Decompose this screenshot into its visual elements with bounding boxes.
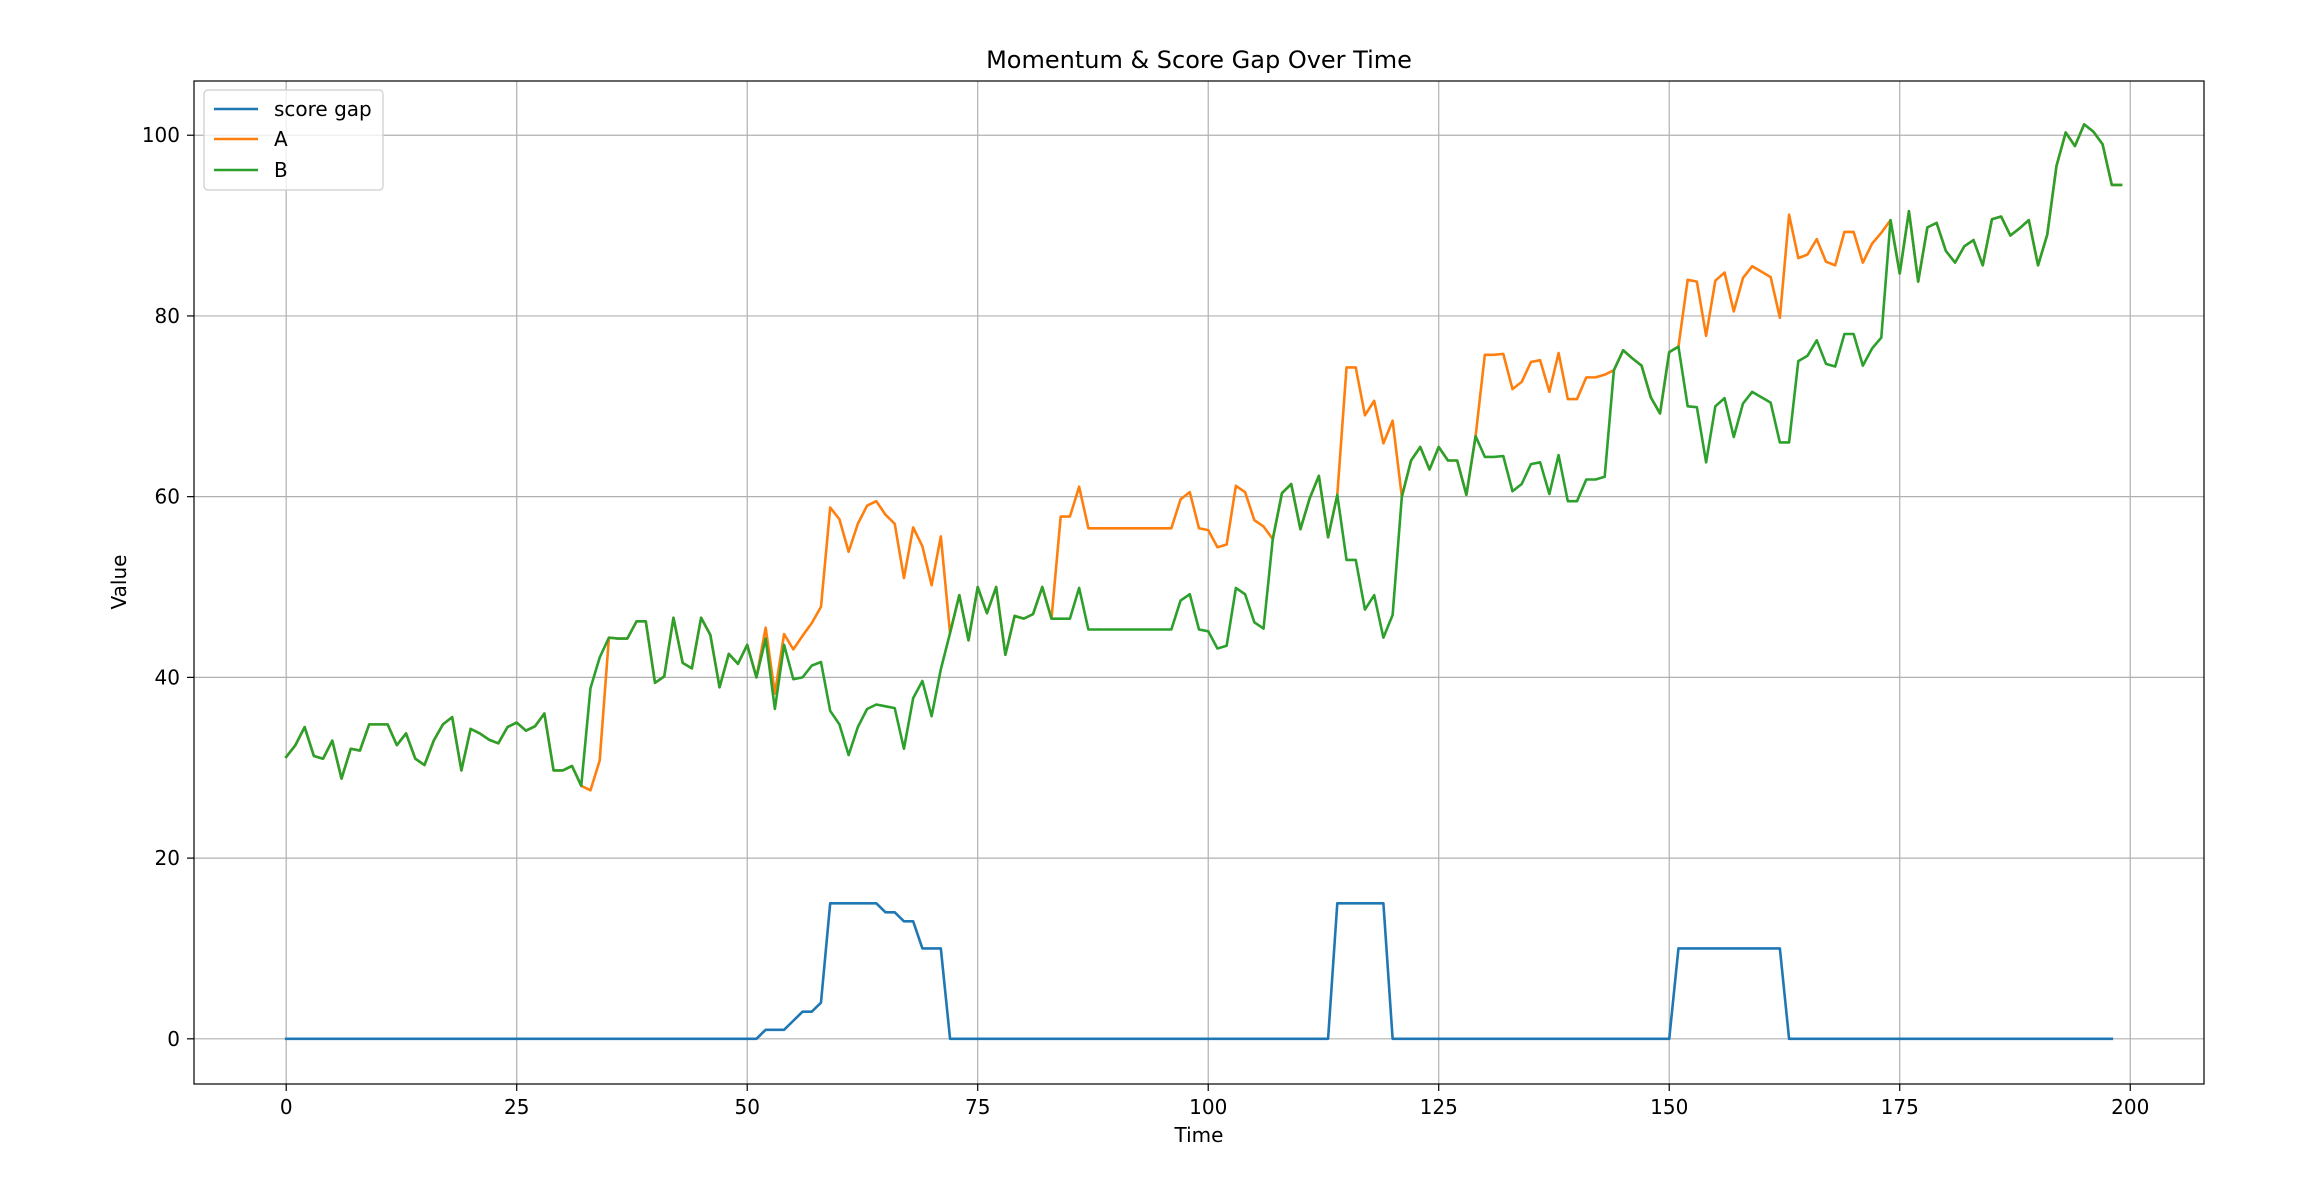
x-tick-label: 75 <box>965 1095 990 1119</box>
tick-labels: 0 25 50 75 100 125 150 175 200 0 20 40 60 80 100 <box>142 123 2150 1119</box>
chart-title: Momentum & Score Gap Over Time <box>986 46 1412 74</box>
x-tick-label: 150 <box>1650 1095 1688 1119</box>
x-tick-label: 25 <box>504 1095 529 1119</box>
axis-ticks <box>187 134 2131 1091</box>
legend-label-a: A <box>274 127 288 151</box>
y-axis-label: Value <box>107 555 131 610</box>
y-tick-label: 100 <box>142 123 180 147</box>
x-tick-label: 0 <box>280 1095 293 1119</box>
y-tick-label: 80 <box>155 304 180 328</box>
x-tick-label: 175 <box>1881 1095 1919 1119</box>
x-tick-label: 100 <box>1189 1095 1227 1119</box>
y-tick-label: 40 <box>155 665 180 689</box>
plot-area-frame <box>193 80 2205 1085</box>
legend-label-b: B <box>274 158 288 182</box>
series-lines <box>284 123 2123 1041</box>
series-line-b <box>284 123 2123 788</box>
y-tick-label: 20 <box>155 846 180 870</box>
y-tick-label: 0 <box>167 1027 180 1051</box>
y-tick-label: 60 <box>155 485 180 509</box>
legend-box <box>203 89 384 191</box>
x-tick-label: 50 <box>734 1095 759 1119</box>
x-axis-label: Time <box>1174 1123 1224 1147</box>
series-line-score-gap <box>284 901 2114 1041</box>
legend: score gap A B <box>203 89 384 191</box>
series-line-a <box>284 123 2123 792</box>
x-tick-label: 125 <box>1420 1095 1458 1119</box>
legend-label-score-gap: score gap <box>274 97 372 121</box>
x-tick-label: 200 <box>2111 1095 2149 1119</box>
